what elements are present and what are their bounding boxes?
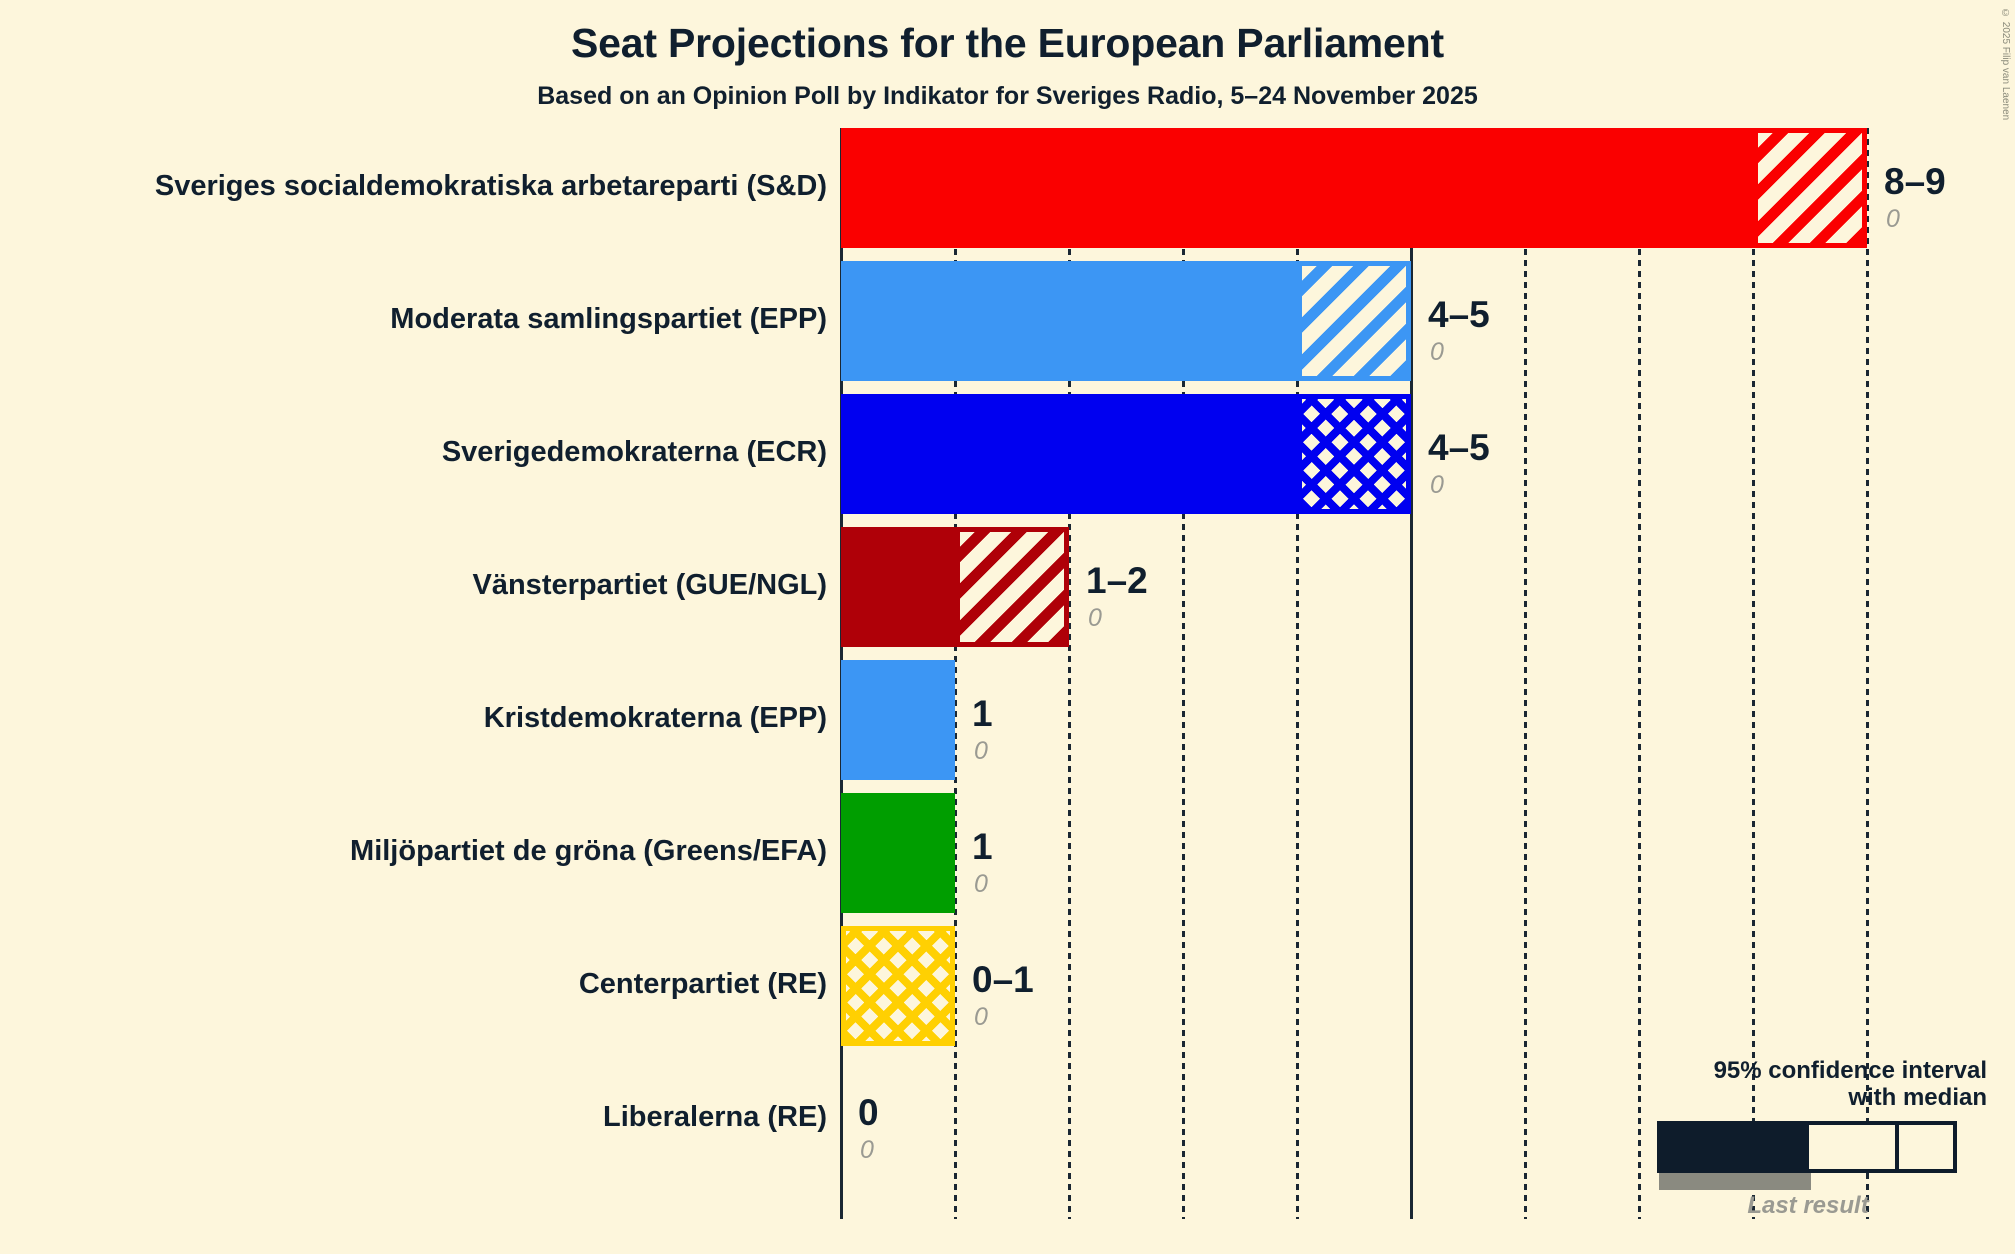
bar-value-label: 0 xyxy=(858,1092,879,1133)
chart-row: Kristdemokraterna (EPP) 1 0 xyxy=(0,660,2015,780)
gridline-3 xyxy=(1182,128,1185,1219)
bar-crosshatch-segment xyxy=(1297,394,1411,514)
chart-legend: 95% confidence interval with median Last… xyxy=(1657,1057,1987,1220)
gridline-9 xyxy=(1866,128,1869,1219)
legend-sample-bar xyxy=(1657,1121,1987,1173)
bar-last-result-label: 0 xyxy=(974,870,988,898)
gridline-8 xyxy=(1752,128,1755,1219)
bar-diagonal-segment xyxy=(1753,128,1867,248)
legend-diagonal-swatch xyxy=(1895,1121,1957,1173)
bar-value-label: 0–1 xyxy=(972,959,1034,1000)
gridline-6 xyxy=(1524,128,1527,1219)
bar-median-segment xyxy=(841,660,955,780)
copyright-notice: © 2025 Filip van Laenen xyxy=(2000,8,2011,121)
chart-subtitle: Based on an Opinion Poll by Indikator fo… xyxy=(537,82,1478,110)
plot-area: Sveriges socialdemokratiska arbetarepart… xyxy=(0,128,2015,1254)
bar-median-segment xyxy=(841,261,1297,381)
chart-row: Sverigedemokraterna (ECR) 4–5 0 xyxy=(0,394,2015,514)
party-label: Liberalerna (RE) xyxy=(603,1101,827,1133)
gridline-1 xyxy=(954,128,957,1219)
party-label: Sverigedemokraterna (ECR) xyxy=(441,436,827,468)
chart-row: Vänsterpartiet (GUE/NGL) 1–2 0 xyxy=(0,527,2015,647)
gridline-solid-5 xyxy=(1410,128,1413,1219)
bar-last-result-label: 0 xyxy=(1430,338,1444,366)
bar-diagonal-segment xyxy=(1297,261,1411,381)
gridline-2 xyxy=(1068,128,1071,1219)
bar-median-segment xyxy=(841,793,955,913)
bar-last-result-label: 0 xyxy=(974,1003,988,1031)
legend-median-swatch xyxy=(1657,1121,1809,1173)
bar-median-segment xyxy=(841,527,955,647)
chart-row: Miljöpartiet de gröna (Greens/EFA) 1 0 xyxy=(0,793,2015,913)
legend-title-line2: with median xyxy=(1848,1084,1987,1112)
party-label: Vänsterpartiet (GUE/NGL) xyxy=(472,569,828,601)
gridline-4 xyxy=(1296,128,1299,1219)
legend-title-line1: 95% confidence interval xyxy=(1713,1056,1987,1084)
bar-value-label: 8–9 xyxy=(1884,161,1946,202)
chart-row: Centerpartiet (RE) 0–1 0 xyxy=(0,926,2015,1046)
bar-last-result-label: 0 xyxy=(1430,471,1444,499)
chart-row: Sveriges socialdemokratiska arbetarepart… xyxy=(0,128,2015,248)
bar-value-label: 4–5 xyxy=(1428,294,1490,335)
page-title: Seat Projections for the European Parlia… xyxy=(571,20,1444,66)
party-label: Miljöpartiet de gröna (Greens/EFA) xyxy=(350,835,827,867)
party-label: Kristdemokraterna (EPP) xyxy=(483,702,827,734)
bar-value-label: 4–5 xyxy=(1428,427,1490,468)
party-label: Sveriges socialdemokratiska arbetarepart… xyxy=(154,170,827,202)
bar-crosshatch-segment xyxy=(841,926,955,1046)
chart-row: Liberalerna (RE) 0 0 xyxy=(0,1059,2015,1179)
bar-last-result-label: 0 xyxy=(1088,604,1102,632)
party-label: Moderata samlingspartiet (EPP) xyxy=(390,303,827,335)
legend-crosshatch-swatch xyxy=(1809,1121,1895,1173)
legend-last-result-swatch xyxy=(1659,1173,1811,1190)
bar-last-result-label: 0 xyxy=(974,737,988,765)
bar-median-segment xyxy=(841,128,1753,248)
chart-row: Moderata samlingspartiet (EPP) 4–5 0 xyxy=(0,261,2015,381)
gridline-7 xyxy=(1638,128,1641,1219)
bar-value-label: 1–2 xyxy=(1086,560,1148,601)
legend-last-result-label: Last result xyxy=(1747,1192,1869,1219)
bar-last-result-label: 0 xyxy=(1886,205,1900,233)
party-label: Centerpartiet (RE) xyxy=(578,968,827,1000)
bar-value-label: 1 xyxy=(972,826,993,867)
bar-diagonal-segment xyxy=(955,527,1069,647)
bar-last-result-label: 0 xyxy=(860,1136,874,1164)
bar-value-label: 1 xyxy=(972,693,993,734)
bar-median-segment xyxy=(841,394,1297,514)
